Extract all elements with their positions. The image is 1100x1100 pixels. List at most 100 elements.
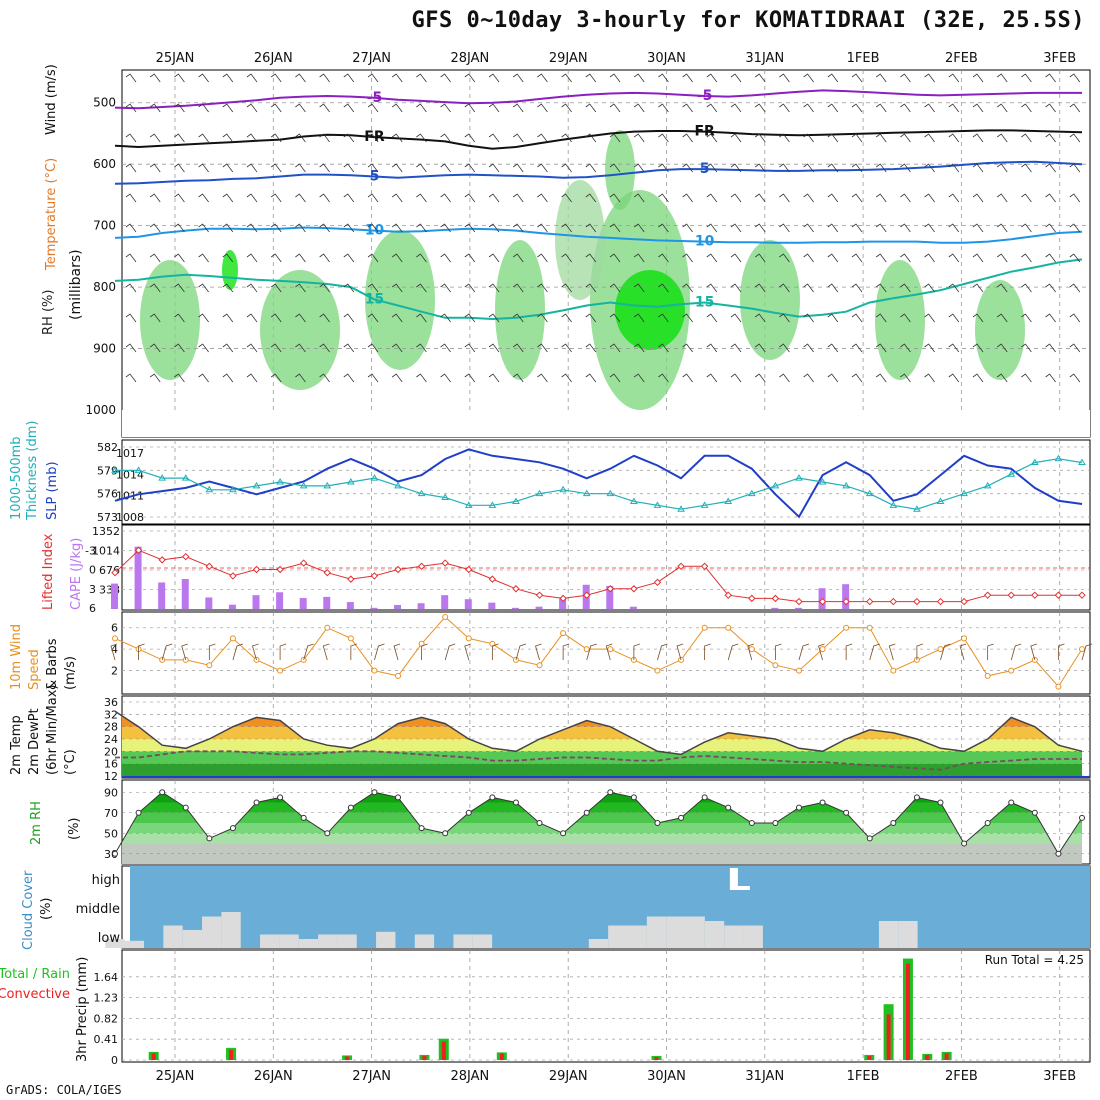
pressure-tick-600: 600 — [93, 157, 116, 171]
wind-barb — [537, 133, 548, 143]
wind-barb — [149, 133, 161, 143]
wind-barb — [682, 103, 693, 113]
cape-bar — [370, 607, 378, 609]
wind-barb — [343, 193, 355, 203]
wind-barb — [900, 343, 911, 353]
temp-contour-label-15: 15 — [695, 294, 714, 310]
wind-barb — [609, 103, 621, 113]
wind-barb — [682, 343, 693, 353]
wind-barb — [730, 133, 742, 143]
wind10-barb — [845, 643, 853, 660]
wind10-barb — [633, 643, 641, 660]
wind-barb — [343, 283, 355, 293]
panel-frame-wind — [121, 611, 1091, 695]
wind-barb — [416, 193, 427, 203]
wind-barb — [464, 343, 476, 353]
rh-band-4 — [122, 802, 1082, 813]
wind-barb — [779, 133, 790, 143]
wind-barb — [319, 343, 330, 353]
pressure-tick-700: 700 — [93, 219, 116, 233]
wind-barb — [488, 373, 500, 383]
wind-barb — [537, 163, 548, 173]
wind-barb — [174, 223, 185, 233]
wind-barb — [561, 193, 572, 203]
lifted-index-point — [229, 572, 237, 580]
wind10-point — [583, 646, 590, 653]
wind-barb — [319, 133, 330, 143]
wind-barb — [851, 193, 863, 203]
wind-barb — [367, 343, 379, 353]
temp-tick-20: 20 — [104, 745, 118, 758]
wind-barb — [827, 343, 839, 353]
wind-barb — [246, 283, 258, 293]
wind-barb — [149, 73, 161, 83]
wind-barb — [682, 193, 693, 203]
wind-barb — [924, 73, 935, 83]
lifted-index-point — [1031, 591, 1039, 599]
wind-barb — [803, 283, 814, 293]
wind-barb — [948, 73, 960, 83]
wind-barb — [851, 253, 863, 263]
wind-barb — [222, 193, 234, 203]
wind10-barb — [586, 643, 597, 661]
wind-barb — [488, 73, 500, 83]
wind-barb — [851, 223, 863, 233]
wind-barb — [440, 283, 451, 293]
precip-conv-bar — [654, 1056, 659, 1060]
wind-barb — [416, 223, 427, 233]
temp-tick-32: 32 — [104, 708, 118, 721]
wind-barb — [900, 223, 911, 233]
wind-barb — [996, 103, 1008, 113]
wind-barb — [585, 133, 597, 143]
lifted-index-point — [417, 562, 426, 570]
wind10-point — [866, 624, 873, 631]
wind-tick-4: 4 — [111, 643, 118, 656]
lifted-index-point — [1007, 591, 1015, 599]
lifted-index-point — [182, 552, 190, 561]
wind-barb — [585, 223, 597, 233]
lifted-index-point — [276, 565, 284, 574]
wind-barb — [561, 283, 572, 293]
wind-barb — [948, 103, 960, 113]
wind10-barb — [657, 643, 668, 661]
wind-barb — [1069, 163, 1081, 173]
wind-barb — [295, 373, 306, 383]
ylabel-wind10-3: (m/s) — [63, 656, 78, 690]
rh-point — [913, 794, 920, 801]
lifted-index-point — [795, 597, 803, 606]
wind-barb — [367, 133, 379, 143]
wind-barb — [440, 193, 451, 203]
thickness-point — [512, 497, 520, 504]
wind-barb — [391, 73, 403, 83]
wind-barb — [464, 73, 476, 83]
ylabel-slp: SLP (mb) — [45, 461, 60, 520]
wind-barb — [174, 193, 185, 203]
pressure-tick-800: 800 — [93, 280, 116, 294]
wind-barb — [948, 163, 960, 173]
wind-barb — [464, 283, 476, 293]
wind-barb — [319, 283, 330, 293]
wind-barb — [779, 253, 790, 263]
cloud-low-bar — [221, 912, 241, 948]
wind-barb — [754, 283, 766, 293]
wind-barb — [706, 253, 718, 263]
wind10-point — [607, 646, 614, 653]
wind-barb — [246, 163, 258, 173]
wind-barb — [537, 373, 548, 383]
wind-barb — [512, 313, 524, 323]
cloud-low-bar — [124, 940, 145, 948]
wind10-barb — [1081, 643, 1093, 661]
lifted-index-point — [1078, 591, 1086, 599]
wind-barb — [343, 343, 355, 353]
wind-barb — [270, 133, 282, 143]
rh-point — [583, 809, 590, 816]
rh-point — [984, 820, 991, 826]
wind10-barb — [818, 643, 825, 661]
precip-tick-0.41: 0.41 — [94, 1033, 119, 1046]
wind-barb — [125, 313, 137, 323]
temp-contour-label--5: -5 — [697, 88, 713, 104]
rh-shade-3 — [365, 230, 435, 370]
lifted-index-point — [205, 562, 214, 570]
rh-point — [701, 794, 708, 801]
wind-barb — [270, 223, 282, 233]
